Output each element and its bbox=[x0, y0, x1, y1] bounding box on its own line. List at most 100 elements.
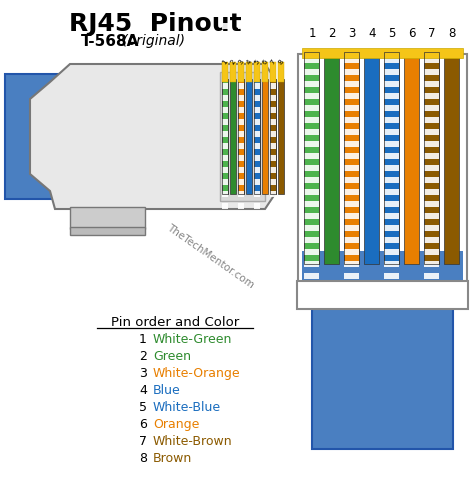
Bar bbox=[304, 69, 319, 75]
Bar bbox=[425, 81, 439, 87]
Bar bbox=[384, 52, 400, 264]
Bar bbox=[345, 177, 359, 183]
Text: 4: 4 bbox=[368, 27, 376, 40]
Bar bbox=[270, 143, 276, 149]
Bar bbox=[238, 119, 244, 125]
Text: 2: 2 bbox=[328, 27, 336, 40]
Bar bbox=[304, 0, 319, 3]
Bar bbox=[384, 141, 400, 147]
Bar bbox=[384, 81, 400, 87]
Bar bbox=[254, 35, 260, 41]
Text: Blue: Blue bbox=[153, 384, 181, 397]
Text: 3: 3 bbox=[139, 367, 147, 380]
Bar bbox=[425, 69, 439, 75]
Bar bbox=[425, 52, 439, 264]
Text: 2: 2 bbox=[229, 59, 237, 66]
Bar bbox=[70, 207, 145, 229]
Bar bbox=[297, 281, 468, 309]
Bar bbox=[345, 117, 359, 123]
Bar bbox=[304, 189, 319, 195]
Bar bbox=[425, 93, 439, 99]
Bar bbox=[304, 273, 319, 279]
Bar bbox=[238, 79, 244, 194]
Text: 3: 3 bbox=[237, 59, 245, 66]
Polygon shape bbox=[30, 64, 275, 209]
Bar bbox=[254, 167, 260, 173]
Bar bbox=[425, 52, 439, 264]
Bar bbox=[345, 141, 359, 147]
Bar bbox=[345, 52, 359, 264]
Bar bbox=[384, 213, 400, 219]
Text: White-Orange: White-Orange bbox=[153, 367, 241, 380]
Bar bbox=[238, 131, 244, 137]
Bar bbox=[238, 95, 244, 101]
Text: White-Blue: White-Blue bbox=[153, 401, 221, 414]
Text: 6: 6 bbox=[408, 27, 416, 40]
Bar bbox=[345, 249, 359, 255]
Bar bbox=[270, 107, 276, 113]
Bar bbox=[254, 203, 260, 209]
Text: Green: Green bbox=[153, 350, 191, 363]
Bar bbox=[222, 79, 228, 194]
Text: 2: 2 bbox=[139, 350, 147, 363]
Bar bbox=[345, 45, 359, 51]
Bar bbox=[222, 95, 228, 101]
Bar bbox=[425, 105, 439, 111]
Bar bbox=[262, 62, 268, 82]
Bar bbox=[254, 131, 260, 137]
Bar bbox=[384, 33, 400, 39]
Text: Orange: Orange bbox=[153, 418, 200, 431]
Bar bbox=[238, 155, 244, 161]
Polygon shape bbox=[5, 74, 60, 199]
Bar bbox=[345, 189, 359, 195]
Text: 3: 3 bbox=[348, 27, 356, 40]
Bar bbox=[425, 9, 439, 15]
Text: 7: 7 bbox=[139, 435, 147, 448]
Bar bbox=[222, 203, 228, 209]
Text: 8: 8 bbox=[139, 452, 147, 465]
Bar bbox=[246, 79, 252, 194]
Bar bbox=[384, 105, 400, 111]
Text: 5: 5 bbox=[139, 401, 147, 414]
Bar bbox=[304, 9, 319, 15]
Bar bbox=[304, 57, 319, 63]
Bar bbox=[254, 79, 260, 194]
Bar bbox=[345, 81, 359, 87]
Text: 5: 5 bbox=[253, 59, 261, 66]
Bar bbox=[254, 62, 260, 82]
Bar bbox=[304, 81, 319, 87]
Bar bbox=[238, 71, 244, 77]
Text: 8: 8 bbox=[448, 27, 456, 40]
Bar bbox=[345, 93, 359, 99]
Bar bbox=[345, 33, 359, 39]
Bar bbox=[230, 62, 236, 82]
Bar bbox=[270, 62, 276, 82]
Bar bbox=[238, 107, 244, 113]
Bar bbox=[384, 57, 400, 63]
Bar bbox=[345, 201, 359, 207]
Text: 4: 4 bbox=[245, 59, 253, 66]
Bar bbox=[304, 52, 319, 264]
Bar bbox=[254, 107, 260, 113]
Bar bbox=[222, 131, 228, 137]
Bar bbox=[345, 237, 359, 243]
Bar bbox=[270, 131, 276, 137]
Bar bbox=[384, 21, 400, 27]
Bar bbox=[222, 23, 228, 29]
Bar bbox=[254, 23, 260, 29]
Bar bbox=[238, 62, 244, 82]
Bar bbox=[222, 62, 228, 82]
Bar bbox=[246, 62, 252, 82]
Bar bbox=[254, 83, 260, 89]
Bar bbox=[345, 57, 359, 63]
Bar bbox=[345, 21, 359, 27]
Text: 7: 7 bbox=[428, 27, 436, 40]
Bar bbox=[304, 45, 319, 51]
Bar bbox=[325, 52, 339, 264]
Bar bbox=[425, 57, 439, 63]
Bar bbox=[298, 54, 467, 289]
Bar bbox=[345, 261, 359, 267]
Bar bbox=[345, 9, 359, 15]
Bar bbox=[345, 285, 359, 291]
Bar bbox=[304, 165, 319, 171]
